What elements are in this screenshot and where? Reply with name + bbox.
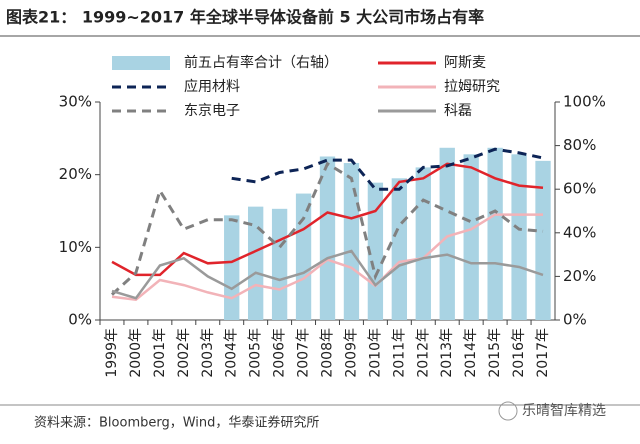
bar: [415, 167, 431, 320]
line: [111, 213, 543, 302]
x-tick-label: 2015年: [487, 328, 503, 378]
bar: [391, 178, 408, 320]
x-tick-label: 2008年: [320, 328, 336, 378]
legend-label: 拉姆研究: [444, 79, 500, 95]
x-tick-label: 2014年: [463, 328, 479, 378]
x-tick-label: 2012年: [415, 328, 431, 378]
bar: [511, 154, 527, 320]
bar: [224, 215, 240, 320]
bar: [271, 208, 288, 320]
x-tick-label: 2013年: [439, 328, 455, 378]
bar: [343, 163, 360, 320]
source: 资料来源：Bloomberg，Wind，华泰证券研究所: [34, 415, 319, 431]
x-tick-label: 2004年: [224, 328, 240, 378]
chart-title: 图表21： 1999~2017 年全球半导体设备前 5 大公司市场占有率: [6, 8, 484, 27]
x-tick-label: 2002年: [176, 328, 192, 378]
x-tick-label: 2001年: [152, 328, 168, 378]
bar: [439, 147, 455, 320]
y2-tick-label: 60%: [563, 180, 596, 198]
x-tick-label: 2010年: [367, 328, 383, 378]
y2-tick-label: 40%: [563, 223, 596, 241]
x-tick-label: 2006年: [272, 328, 288, 378]
x-tick-label: 2003年: [200, 328, 216, 378]
y2-tick-label: 0%: [563, 311, 587, 329]
y2-tick-label: 100%: [563, 93, 606, 111]
x-tick-label: 2017年: [535, 328, 551, 378]
watermark-icon: [498, 401, 518, 421]
bar: [463, 154, 479, 320]
legend-label: 科磊: [444, 103, 472, 119]
x-tick-label: 2005年: [248, 328, 264, 378]
bar: [247, 206, 264, 320]
y-tick-label: 10%: [59, 238, 92, 256]
x-tick-label: 1999年: [104, 328, 120, 378]
y-tick-label: 20%: [59, 165, 92, 183]
x-tick-label: 2009年: [343, 328, 359, 378]
y-tick-label: 30%: [59, 93, 92, 111]
line: [111, 162, 544, 277]
legend-label: 前五占有率合计（右轴）: [184, 54, 338, 71]
bar: [319, 156, 336, 320]
line: [231, 147, 544, 191]
legend-label: 东京电子: [184, 103, 240, 119]
x-tick-label: 2016年: [511, 328, 527, 378]
legend-swatch: [112, 56, 170, 70]
y2-tick-label: 20%: [563, 267, 596, 285]
x-tick-label: 2007年: [296, 328, 312, 378]
bar: [487, 147, 503, 320]
x-tick-label: 2011年: [391, 328, 407, 378]
legend-label: 阿斯麦: [444, 55, 486, 71]
watermark: 乐晴智库精选: [522, 403, 606, 419]
legend-label: 应用材料: [184, 78, 240, 95]
line: [111, 249, 544, 300]
y2-tick-label: 80%: [563, 136, 596, 154]
bar: [535, 160, 551, 320]
x-tick-label: 2000年: [128, 328, 144, 378]
line: [110, 161, 544, 296]
bar: [295, 193, 312, 320]
bar: [367, 182, 384, 320]
y-tick-label: 0%: [68, 311, 92, 329]
